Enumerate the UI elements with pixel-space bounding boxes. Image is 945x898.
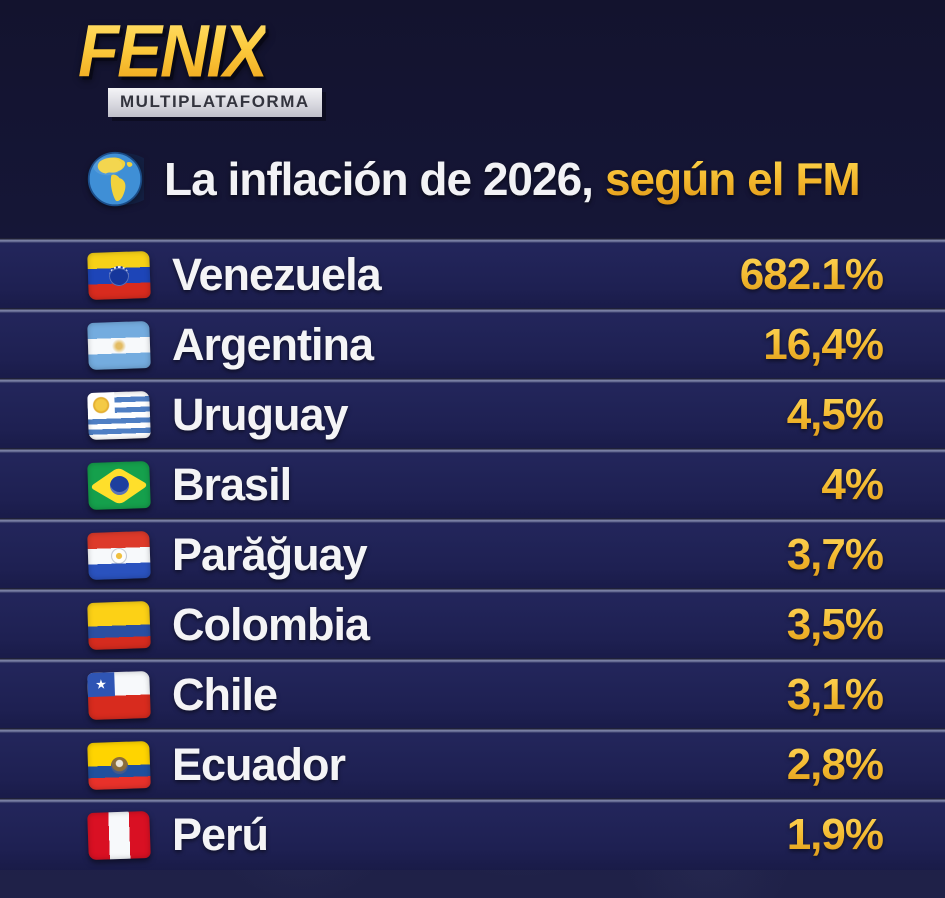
title-text: La inflación de 2026, según el FM [164,150,861,208]
inflation-value: 4,5% [786,390,884,439]
brasil-flag-icon [87,460,151,510]
country-label: Venezuela [172,249,382,300]
inflation-value: 4% [821,460,884,509]
chile-flag-icon [87,670,151,720]
inflation-value: 682.1% [739,250,884,299]
table-row: Ecuador 2,8% [0,728,945,800]
country-label: Perú [172,809,269,860]
table-row: Parăğuay 3,7% [0,518,945,590]
paraguay-flag-icon [87,530,151,580]
inflation-value: 3,5% [786,600,884,649]
table-row: Chile 3,1% [0,658,945,730]
brand-logo-block: FENIX MULTIPLATAFORMA [78,14,322,117]
table-row: Argentina 16,4% [0,308,945,380]
ecuador-flag-icon [87,740,151,790]
brand-tagline: MULTIPLATAFORMA [108,88,322,117]
country-label: Chile [172,669,278,720]
inflation-value: 2,8% [786,740,884,789]
peru-flag-icon [87,810,151,860]
inflation-value: 3,7% [786,530,884,579]
globe-americas-icon [87,151,144,207]
country-label: Uruguay [172,389,349,440]
table-row: Venezuela 682.1% [0,238,945,310]
inflation-table: Venezuela 682.1% Argentina 16,4% Uruguay… [0,238,945,870]
country-label: Brasil [172,459,292,510]
venezuela-flag-icon [87,250,151,300]
inflation-value: 3,1% [786,670,884,719]
table-row: Brasil 4% [0,448,945,520]
argentina-flag-icon [87,320,151,370]
page-title: La inflación de 2026, según el FM [86,150,861,208]
table-row: Colombia 3,5% [0,588,945,660]
table-row: Uruguay 4,5% [0,378,945,450]
country-label: Parăğuay [172,529,368,580]
country-label: Ecuador [172,739,346,790]
country-label: Colombia [172,599,370,650]
colombia-flag-icon [87,600,151,650]
inflation-value: 1,9% [786,810,884,859]
title-white-part: La inflación de 2026, [164,153,594,205]
country-label: Argentina [172,319,374,370]
inflation-value: 16,4% [763,320,884,369]
title-gold-part: según el FM [604,153,861,205]
uruguay-flag-icon [87,390,151,440]
table-row: Perú 1,9% [0,798,945,870]
fenix-logo: FENIX [78,9,268,93]
